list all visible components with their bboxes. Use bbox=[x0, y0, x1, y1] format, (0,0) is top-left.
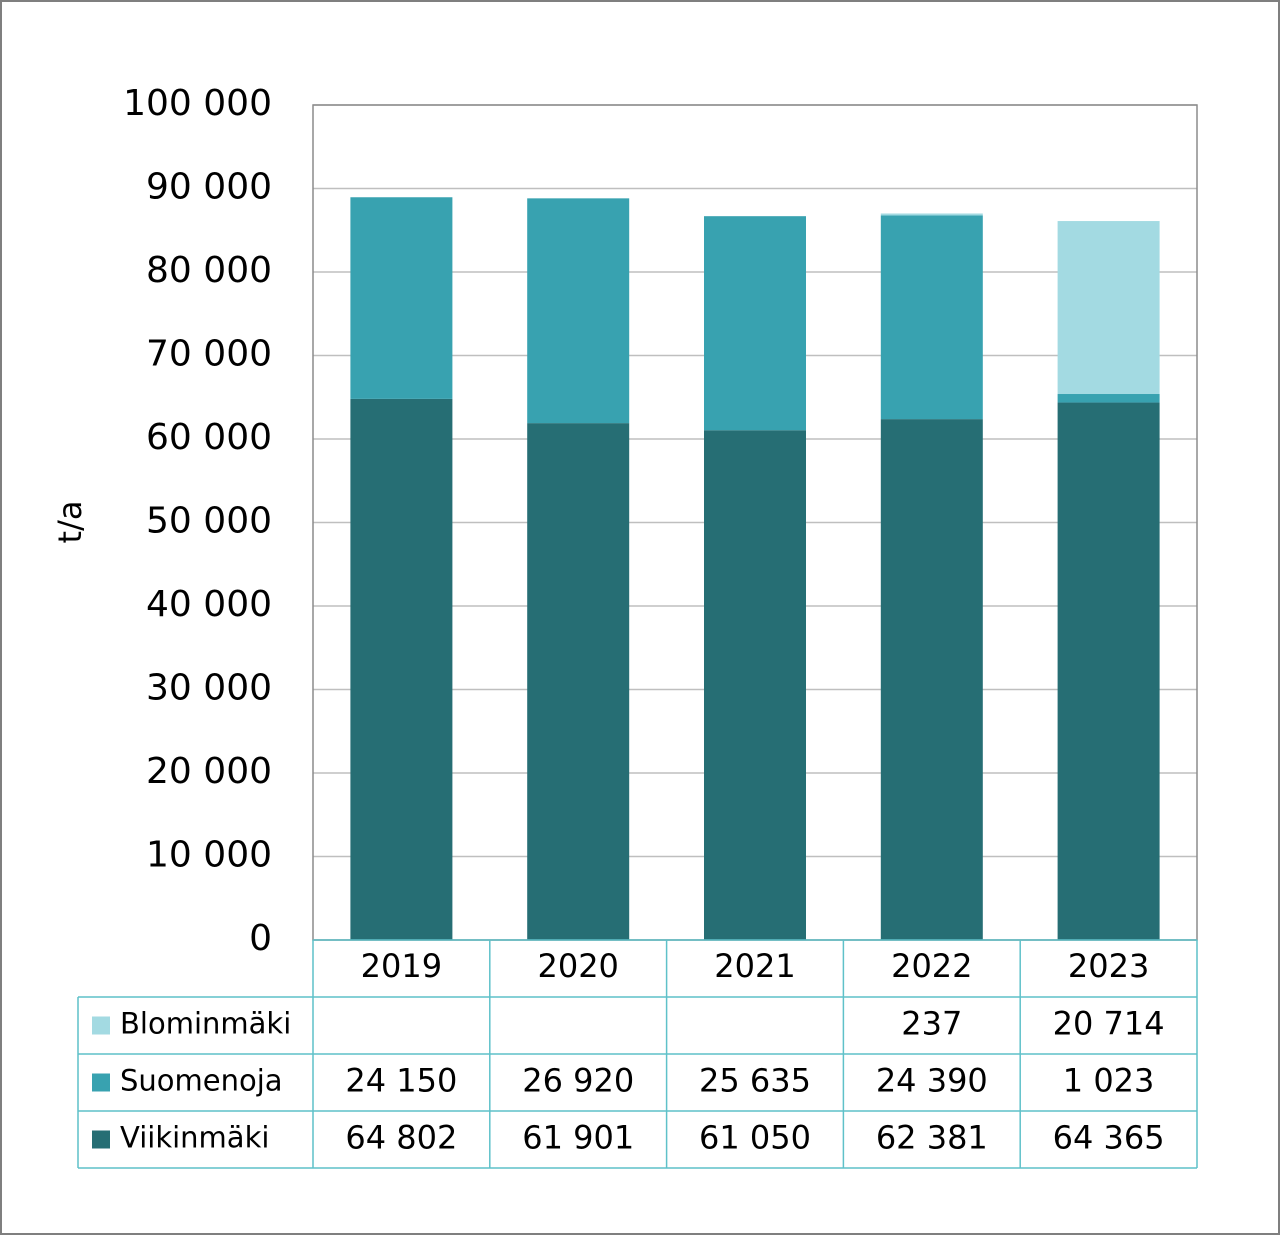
bar-segment bbox=[1057, 394, 1160, 403]
x-tick-label: 2023 bbox=[1068, 947, 1149, 985]
bar-segment bbox=[880, 213, 983, 216]
y-tick-label: 100 000 bbox=[123, 83, 272, 124]
y-axis-label: t/a bbox=[51, 501, 89, 544]
table-value: 62 381 bbox=[876, 1119, 988, 1157]
table-value: 1 023 bbox=[1063, 1062, 1155, 1100]
legend-label: Blominmäki bbox=[120, 1007, 291, 1041]
y-tick-label: 30 000 bbox=[146, 668, 272, 709]
table-value: 24 150 bbox=[345, 1062, 457, 1100]
bar-segment bbox=[1057, 402, 1160, 940]
bar-segment bbox=[527, 423, 630, 940]
y-tick-label: 0 bbox=[249, 918, 272, 959]
table-value: 25 635 bbox=[699, 1062, 811, 1100]
x-tick-label: 2022 bbox=[891, 947, 972, 985]
bar-segment bbox=[880, 419, 983, 940]
bar-segment bbox=[350, 197, 453, 399]
bar-segment bbox=[704, 430, 806, 940]
y-tick-label: 50 000 bbox=[146, 501, 272, 542]
legend-swatch bbox=[92, 1130, 110, 1149]
y-tick-label: 60 000 bbox=[146, 417, 272, 458]
legend-swatch bbox=[92, 1016, 110, 1035]
table-value: 20 714 bbox=[1053, 1005, 1165, 1043]
bar-segment bbox=[704, 216, 806, 431]
y-tick-label: 90 000 bbox=[146, 167, 272, 208]
legend-label: Suomenoja bbox=[120, 1064, 283, 1098]
bar-segment bbox=[1057, 221, 1160, 395]
y-tick-label: 20 000 bbox=[146, 751, 272, 792]
x-tick-label: 2020 bbox=[537, 947, 618, 985]
table-value: 26 920 bbox=[522, 1062, 634, 1100]
bar-segment bbox=[880, 215, 983, 420]
legend-label: Viikinmäki bbox=[120, 1121, 269, 1155]
table-value: 64 802 bbox=[345, 1119, 457, 1157]
y-tick-label: 70 000 bbox=[146, 334, 272, 375]
legend-swatch bbox=[92, 1073, 110, 1092]
y-tick-label: 40 000 bbox=[146, 584, 272, 625]
table-value: 64 365 bbox=[1053, 1119, 1165, 1157]
x-tick-label: 2019 bbox=[361, 947, 442, 985]
y-tick-label: 10 000 bbox=[146, 835, 272, 876]
y-tick-label: 80 000 bbox=[146, 250, 272, 291]
table-value: 61 901 bbox=[522, 1119, 634, 1157]
table-value: 237 bbox=[901, 1005, 962, 1043]
table-value: 24 390 bbox=[876, 1062, 988, 1100]
x-tick-label: 2021 bbox=[714, 947, 795, 985]
bar-segment bbox=[350, 398, 453, 940]
bar-segment bbox=[527, 198, 630, 424]
table-value: 61 050 bbox=[699, 1119, 811, 1157]
